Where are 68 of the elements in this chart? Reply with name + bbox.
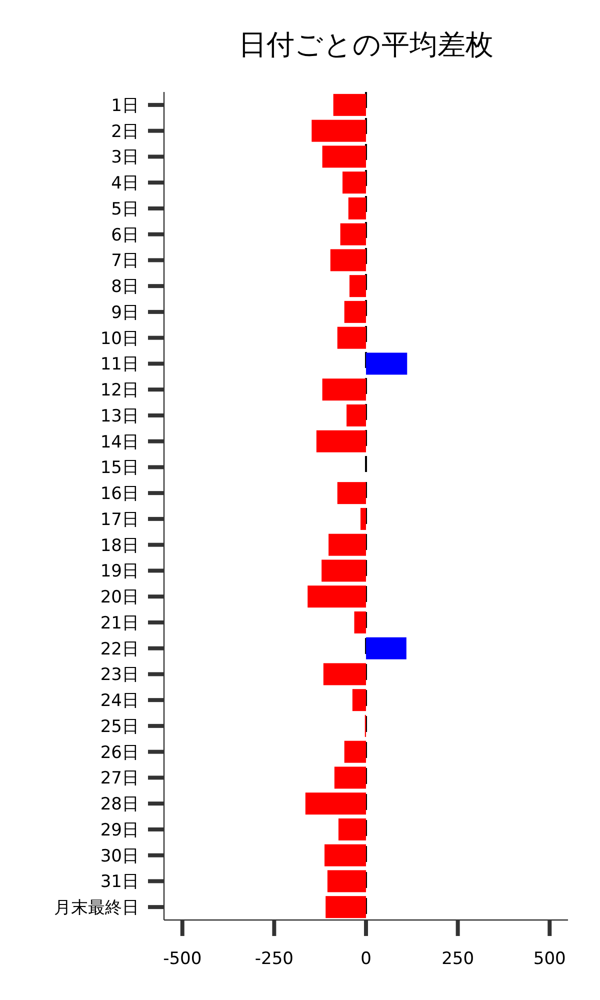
y-tick-label: 25日 (100, 716, 139, 737)
bar (366, 637, 406, 660)
bar (366, 352, 408, 375)
y-tick-label: 月末最終日 (54, 898, 139, 918)
bar (337, 482, 366, 504)
bar (312, 120, 366, 142)
bar (328, 534, 366, 556)
y-tick-label: 16日 (100, 484, 139, 504)
y-tick-label: 31日 (100, 872, 139, 892)
y-tick-label: 8日 (111, 277, 139, 298)
bar (348, 197, 366, 220)
bar (330, 249, 366, 272)
x-tick-label: -500 (163, 949, 202, 969)
bar (338, 818, 366, 840)
bar (322, 378, 366, 401)
y-tick-label: 19日 (100, 562, 139, 582)
y-tick-label: 14日 (100, 432, 139, 452)
bar (344, 300, 366, 323)
y-tick-label: 22日 (100, 639, 139, 660)
y-tick-label: 12日 (100, 380, 139, 401)
y-tick-label: 6日 (111, 225, 139, 246)
y-tick-label: 15日 (100, 458, 139, 478)
bar (308, 586, 366, 608)
x-tick-label: 500 (533, 949, 566, 969)
bar (316, 430, 366, 452)
x-tick-label: 0 (360, 949, 372, 969)
y-tick-label: 11日 (100, 354, 139, 375)
x-tick-label: -250 (254, 949, 294, 969)
bar (323, 663, 366, 686)
bar (352, 689, 366, 712)
y-tick-label: 23日 (100, 665, 139, 686)
y-tick-label: 30日 (100, 846, 139, 866)
y-tick-label: 13日 (100, 406, 139, 426)
bar (344, 740, 366, 763)
bar (340, 223, 366, 246)
bar (324, 844, 366, 866)
y-tick-label: 21日 (100, 613, 139, 634)
bar (327, 870, 366, 892)
y-tick-label: 9日 (111, 302, 139, 323)
bar (354, 611, 366, 634)
y-tick-label: 2日 (111, 122, 139, 142)
y-tick-label: 3日 (111, 148, 139, 168)
bar (333, 94, 366, 116)
bar (322, 146, 366, 168)
x-tick-label: 250 (442, 949, 474, 969)
y-tick-label: 1日 (111, 96, 139, 116)
bar (326, 896, 366, 918)
y-tick-label: 26日 (100, 742, 139, 763)
bar (342, 172, 366, 194)
y-tick-label: 29日 (100, 820, 139, 840)
bar (346, 404, 366, 426)
bar (349, 275, 366, 298)
bar (360, 508, 366, 530)
y-tick-label: 5日 (111, 199, 139, 220)
y-tick-label: 28日 (100, 794, 139, 815)
bar (305, 792, 366, 815)
y-tick-label: 18日 (100, 536, 139, 556)
y-tick-label: 4日 (111, 174, 139, 194)
y-tick-label: 17日 (100, 510, 139, 530)
bar (322, 560, 366, 582)
bar (334, 766, 366, 789)
y-tick-label: 27日 (100, 768, 139, 789)
y-tick-label: 7日 (111, 251, 139, 272)
y-tick-label: 20日 (100, 588, 139, 608)
bar (337, 326, 366, 349)
y-tick-label: 24日 (100, 691, 139, 712)
chart-title: 日付ごとの平均差枚 (238, 28, 494, 61)
y-tick-label: 10日 (100, 328, 139, 349)
